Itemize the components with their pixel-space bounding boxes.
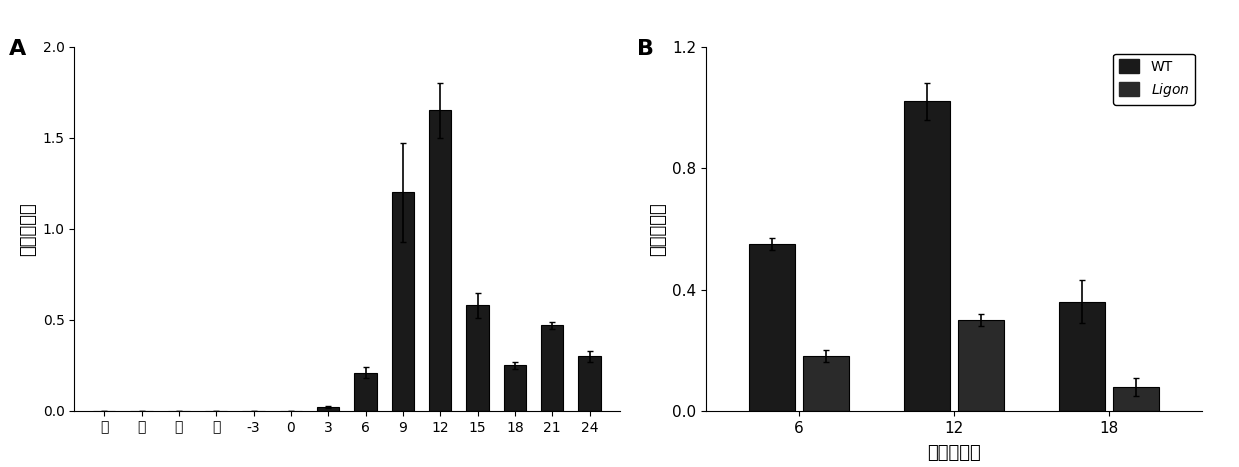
Bar <box>504 365 527 411</box>
Text: A: A <box>9 39 26 59</box>
Bar <box>354 373 377 411</box>
Bar <box>466 305 489 411</box>
Bar <box>579 356 601 411</box>
X-axis label: 开花后天数: 开花后天数 <box>927 444 981 462</box>
Bar <box>429 110 451 411</box>
Y-axis label: 相对表达量: 相对表达量 <box>19 202 37 256</box>
Text: B: B <box>637 39 654 59</box>
Bar <box>317 407 339 411</box>
Legend: WT, $Ligon$: WT, $Ligon$ <box>1113 54 1194 105</box>
Bar <box>903 101 950 411</box>
Bar <box>958 320 1005 411</box>
Bar <box>1058 302 1105 411</box>
Bar <box>1113 387 1160 411</box>
Y-axis label: 相对表达量: 相对表达量 <box>649 202 667 256</box>
Bar <box>803 356 850 411</box>
Bar <box>541 325 564 411</box>
Bar <box>748 244 795 411</box>
Bar <box>392 192 414 411</box>
